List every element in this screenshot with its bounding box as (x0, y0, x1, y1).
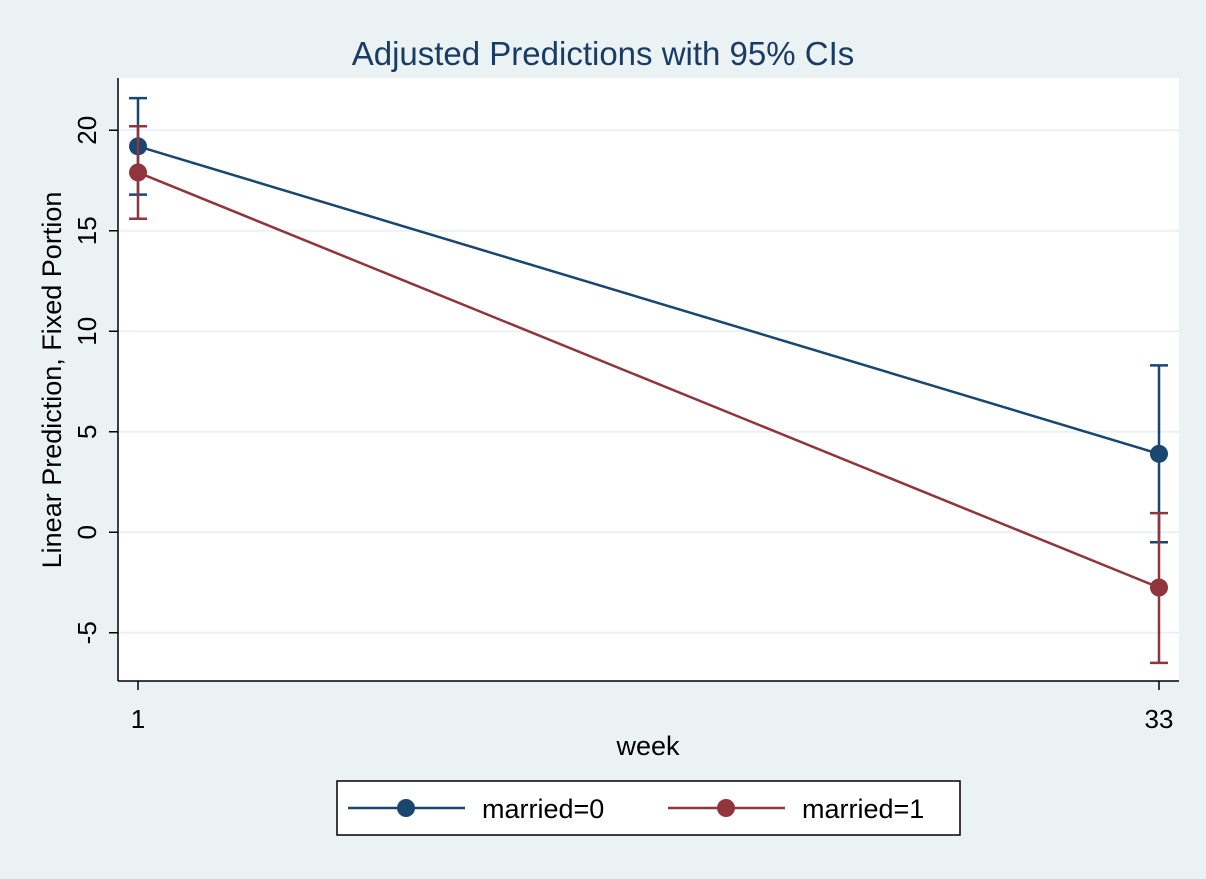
x-tick-label: 33 (1145, 704, 1174, 734)
data-point (1150, 578, 1168, 597)
y-tick-label: -5 (72, 621, 102, 644)
data-point (129, 163, 147, 182)
series-line (137, 145, 1160, 456)
y-tick-label: 15 (72, 216, 102, 245)
series-line (137, 171, 1160, 589)
series-1 (129, 124, 1168, 665)
legend-marker-married-0 (397, 799, 415, 817)
series-layer (129, 96, 1168, 665)
y-ticks-layer: -5 0 5 10 15 20 (72, 116, 118, 644)
y-tick-label: 5 (72, 425, 102, 439)
y-tick-label: 10 (72, 317, 102, 346)
legend-label-married-1: married=1 (802, 794, 924, 824)
x-ticks-layer: 1 33 (131, 681, 1174, 734)
y-tick-label: 0 (72, 525, 102, 539)
y-axis-title: Linear Prediction, Fixed Portion (37, 192, 67, 569)
x-tick-label: 1 (131, 704, 145, 734)
x-axis-title: week (615, 731, 680, 761)
grid-layer (118, 129, 1179, 634)
legend-label-married-0: married=0 (482, 794, 604, 824)
y-tick-label: 20 (72, 116, 102, 145)
legend: married=0 married=1 (336, 780, 961, 836)
legend-marker-married-1 (717, 799, 735, 817)
chart-title: Adjusted Predictions with 95% CIs (352, 35, 855, 72)
data-point (1150, 444, 1168, 463)
